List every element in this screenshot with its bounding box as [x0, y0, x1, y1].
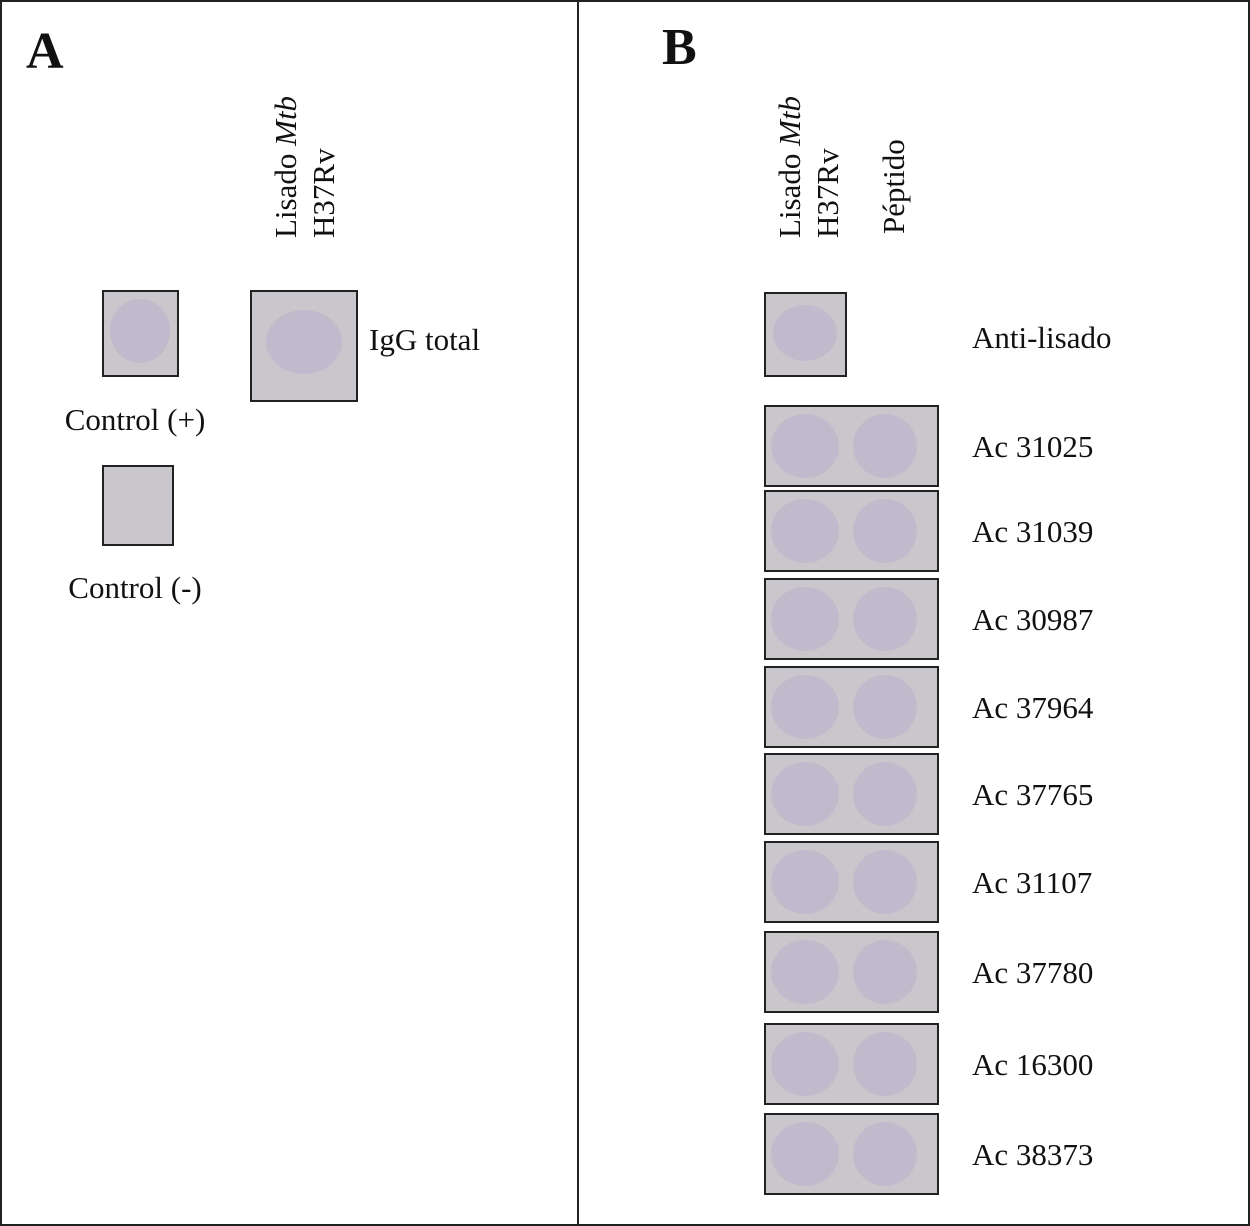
spot: [853, 940, 917, 1004]
spot: [771, 1032, 839, 1096]
control-label: Control (+): [65, 402, 206, 437]
control-label: Control (-): [68, 570, 201, 605]
header-line: Lisado Mtb: [772, 96, 807, 238]
spot: [853, 1122, 917, 1186]
panel-label: B: [662, 19, 697, 76]
spot: [853, 762, 917, 826]
panel-label: A: [26, 23, 64, 80]
spot: [853, 1032, 917, 1096]
spot: [771, 587, 839, 651]
row-label: Ac 31039: [972, 514, 1093, 549]
row-label: Ac 30987: [972, 602, 1093, 637]
spot: [771, 850, 839, 914]
header-line: H37Rv: [306, 148, 341, 238]
spot: [266, 310, 342, 374]
column-header: Péptido: [876, 139, 911, 234]
spot: [771, 940, 839, 1004]
column-header: Lisado Mtb H37Rv: [268, 96, 341, 238]
row-label: Ac 31025: [972, 429, 1093, 464]
row-label: Ac 16300: [972, 1047, 1093, 1082]
row-label: Ac 31107: [972, 865, 1092, 900]
row-label: Ac 37964: [972, 690, 1094, 725]
blot: [103, 466, 173, 545]
spot: [853, 499, 917, 563]
column-header: Lisado Mtb H37Rv: [772, 96, 845, 238]
header-line: Lisado Mtb: [268, 96, 303, 238]
spot: [771, 414, 839, 478]
spot: [110, 299, 170, 363]
row-label: Ac 38373: [972, 1137, 1093, 1172]
row-label: Anti-lisado: [972, 320, 1112, 355]
row-label: IgG total: [369, 322, 480, 357]
spot: [771, 762, 839, 826]
spot: [853, 850, 917, 914]
header-line: H37Rv: [810, 148, 845, 238]
row-label: Ac 37765: [972, 777, 1093, 812]
figure: A B Lisado Mtb H37Rv IgG total Control (…: [0, 0, 1250, 1226]
spot: [853, 675, 917, 739]
spot: [771, 675, 839, 739]
row-label: Ac 37780: [972, 955, 1093, 990]
spot: [771, 499, 839, 563]
spot: [853, 414, 917, 478]
spot: [853, 587, 917, 651]
spot: [773, 305, 837, 361]
spot: [771, 1122, 839, 1186]
